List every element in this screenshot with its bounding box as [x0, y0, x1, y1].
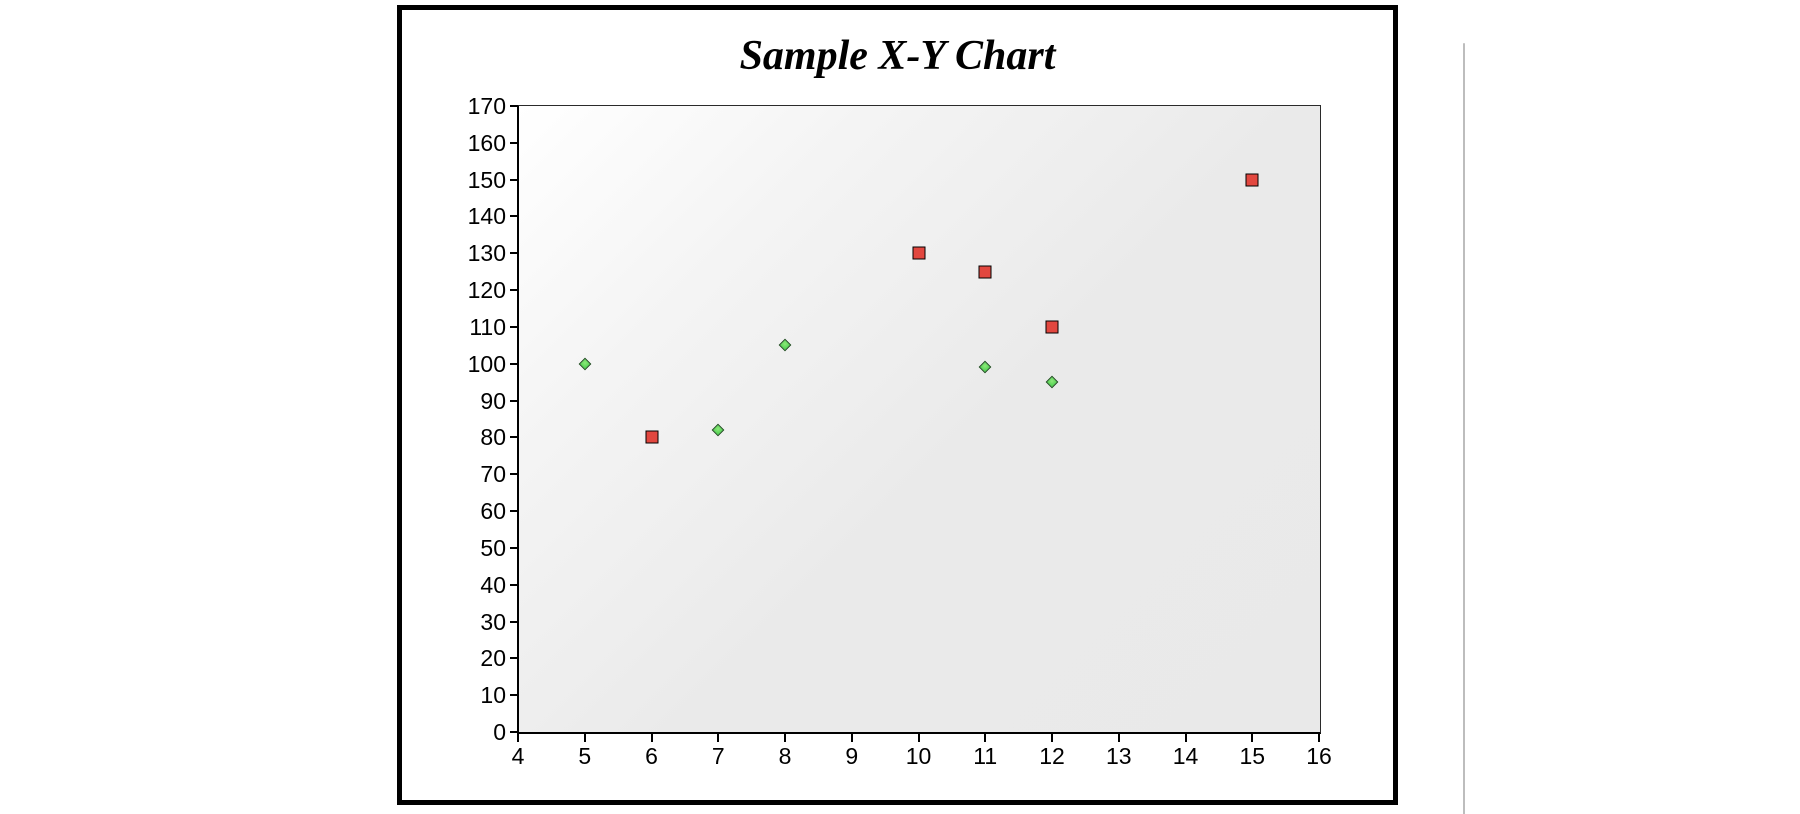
- y-tick-label: 40: [480, 571, 506, 598]
- y-axis-tick: [510, 583, 518, 586]
- chart-title: Sample X-Y Chart: [739, 33, 1056, 79]
- y-axis-tick: [510, 657, 518, 660]
- x-axis-tick: [517, 734, 519, 742]
- x-tick-label: 10: [905, 743, 932, 769]
- x-tick-label: 12: [1039, 743, 1065, 769]
- y-tick-label: 30: [480, 608, 506, 635]
- y-axis-tick: [510, 325, 518, 328]
- chart-frame: Sample X-Y Chart 0 10 20 30 40 50 60 70 80 90 100 1…: [397, 5, 1398, 805]
- x-axis-tick: [784, 734, 786, 742]
- x-tick-label: 8: [778, 743, 792, 769]
- data-point-square: [912, 246, 925, 260]
- x-tick-label: 6: [645, 743, 658, 769]
- x-axis-tick: [917, 734, 920, 742]
- y-axis-tick: [510, 105, 518, 107]
- y-axis-tick: [510, 399, 518, 402]
- y-axis-tick: [510, 252, 518, 255]
- y-axis-tick: [510, 510, 518, 513]
- y-tick-label: 10: [480, 682, 506, 709]
- y-axis-tick: [510, 546, 518, 549]
- x-tick-label: 11: [973, 743, 998, 769]
- y-axis-tick: [510, 141, 518, 144]
- y-tick-label: 60: [480, 498, 506, 525]
- x-axis-tick: [650, 734, 653, 742]
- x-axis-tick: [1184, 734, 1187, 742]
- data-point-square: [645, 430, 658, 444]
- y-tick-label: 160: [467, 129, 506, 156]
- y-axis-tick: [510, 620, 518, 623]
- y-tick-label: 80: [480, 424, 506, 451]
- x-axis-tick: [1318, 734, 1320, 742]
- y-tick-label: 170: [467, 93, 506, 119]
- y-tick-label: 50: [480, 534, 506, 561]
- y-tick-label: 110: [469, 313, 506, 340]
- x-tick-label: 15: [1239, 743, 1266, 769]
- x-axis-tick: [717, 734, 720, 742]
- y-tick-label: 100: [467, 350, 506, 377]
- data-point-square: [978, 265, 992, 279]
- y-axis-tick: [510, 473, 518, 476]
- x-axis-tick: [850, 734, 853, 742]
- x-tick-label: 4: [511, 743, 525, 769]
- y-tick-label: 20: [480, 645, 506, 672]
- y-tick-label: 130: [467, 240, 506, 267]
- scrollbar-track[interactable]: [1463, 43, 1465, 814]
- y-tick-label: 150: [467, 166, 506, 193]
- y-tick-label: 90: [480, 387, 506, 414]
- y-axis-tick: [510, 436, 518, 439]
- y-axis-tick: [510, 731, 518, 733]
- y-axis-tick: [510, 215, 518, 218]
- y-tick-label: 140: [467, 203, 506, 230]
- x-tick-label: 9: [845, 743, 859, 769]
- y-axis-tick: [510, 362, 518, 365]
- data-point-square: [1245, 173, 1259, 187]
- y-axis-tick: [510, 178, 518, 181]
- x-tick-label: 7: [711, 743, 725, 769]
- y-tick-label: 0: [493, 719, 506, 745]
- plot-area: [517, 105, 1321, 734]
- x-axis-tick: [1117, 734, 1120, 742]
- x-axis-tick: [583, 734, 586, 742]
- x-axis-tick: [984, 734, 987, 742]
- x-tick-label: 13: [1105, 743, 1132, 769]
- x-tick-label: 14: [1172, 743, 1199, 769]
- data-point-square: [1045, 320, 1059, 334]
- x-axis-tick: [1051, 734, 1053, 742]
- x-tick-label: 5: [578, 743, 592, 769]
- x-tick-label: 16: [1306, 743, 1332, 769]
- y-axis-tick: [510, 694, 518, 697]
- x-axis-tick: [1251, 734, 1254, 742]
- y-axis-tick: [510, 289, 518, 292]
- y-tick-label: 70: [480, 461, 506, 488]
- y-tick-label: 120: [467, 277, 506, 304]
